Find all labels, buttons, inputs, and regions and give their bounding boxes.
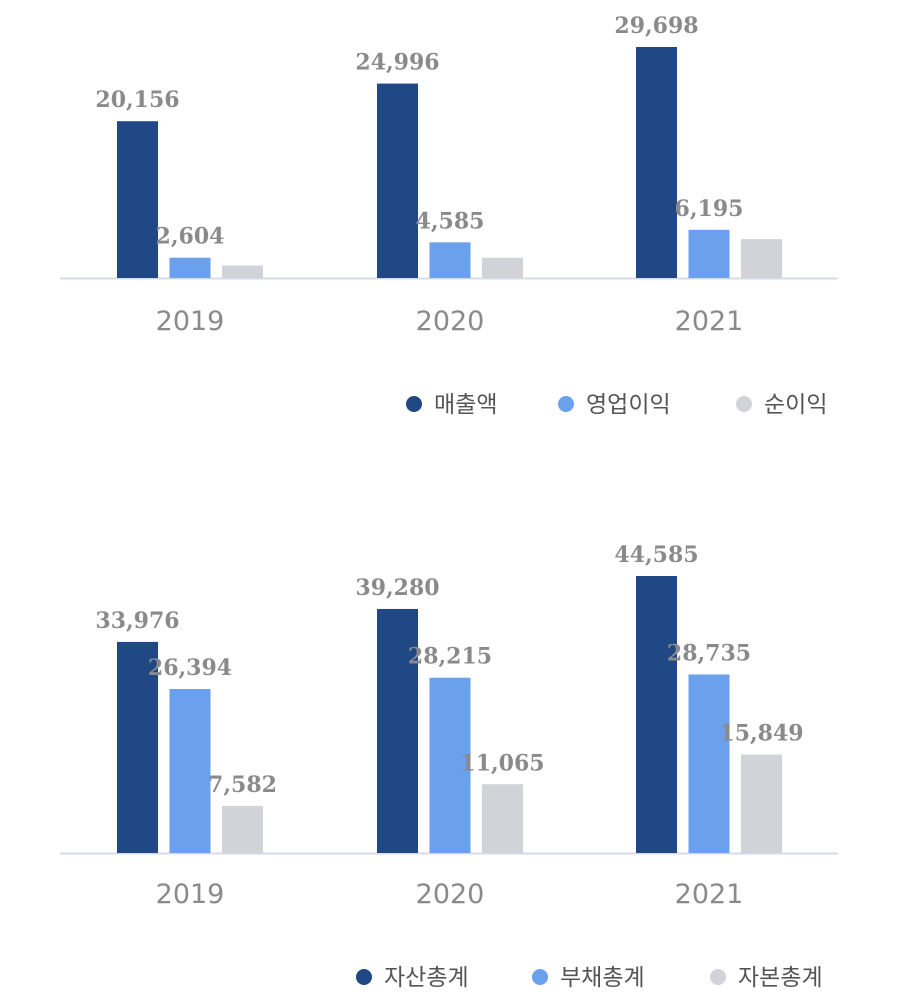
data-label: 28,215 — [408, 644, 492, 670]
data-label: 6,195 — [675, 196, 744, 222]
legend-marker — [532, 969, 548, 985]
data-label: 15,849 — [719, 721, 803, 747]
data-label: 26,394 — [148, 655, 232, 681]
legend-marker — [736, 396, 752, 412]
data-label: 33,976 — [95, 608, 179, 634]
x-tick-label: 2019 — [156, 879, 225, 910]
bar — [741, 754, 782, 853]
bar — [636, 47, 677, 278]
bar — [429, 677, 471, 853]
bar — [169, 257, 211, 278]
data-label: 28,735 — [667, 640, 751, 666]
legend-label: 매출액 — [434, 392, 497, 418]
bar — [377, 608, 418, 853]
bar — [117, 121, 158, 278]
bar — [688, 229, 730, 278]
data-label: 24,996 — [355, 50, 439, 76]
legend-marker — [558, 396, 574, 412]
legend-marker — [356, 969, 372, 985]
bar — [117, 641, 158, 853]
legend-label: 자본총계 — [738, 965, 823, 991]
bar — [222, 805, 263, 853]
bar — [741, 239, 782, 278]
legend-marker — [710, 969, 726, 985]
legend-label: 순이익 — [764, 392, 827, 418]
legend-label: 자산총계 — [384, 965, 469, 991]
data-label: 44,585 — [614, 542, 698, 568]
data-label: 39,280 — [355, 575, 439, 601]
bar — [688, 674, 730, 853]
legend-label: 부채총계 — [560, 965, 645, 991]
data-label: 29,698 — [614, 13, 698, 39]
bar — [482, 784, 523, 853]
bar — [482, 257, 523, 278]
x-tick-label: 2021 — [675, 306, 744, 337]
bar — [636, 576, 677, 853]
legend-marker — [406, 396, 422, 412]
data-label: 4,585 — [416, 208, 485, 234]
x-tick-label: 2021 — [675, 879, 744, 910]
data-label: 20,156 — [95, 87, 179, 113]
data-label: 2,604 — [156, 224, 225, 250]
bar — [222, 265, 263, 278]
data-label: 7,582 — [208, 772, 277, 798]
x-tick-label: 2020 — [416, 879, 485, 910]
bar — [169, 689, 211, 853]
legend-label: 영업이익 — [586, 392, 671, 418]
x-tick-label: 2020 — [416, 306, 485, 337]
x-tick-label: 2019 — [156, 306, 225, 337]
bar — [429, 242, 471, 278]
data-label: 11,065 — [460, 750, 544, 776]
bar — [377, 83, 418, 278]
